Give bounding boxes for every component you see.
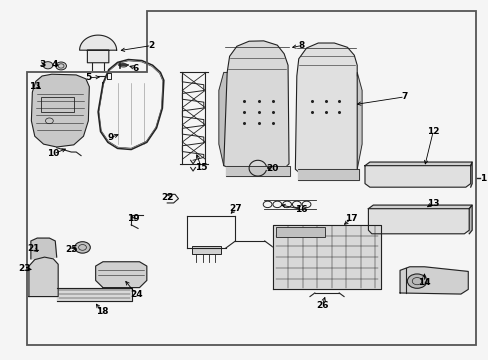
Polygon shape	[367, 205, 471, 209]
Text: 26: 26	[315, 301, 328, 310]
Text: 12: 12	[426, 127, 439, 136]
Polygon shape	[295, 43, 356, 180]
Text: 7: 7	[401, 92, 407, 101]
Text: 24: 24	[129, 289, 142, 298]
Polygon shape	[470, 162, 471, 187]
Text: 22: 22	[161, 193, 173, 202]
Text: 25: 25	[65, 246, 78, 255]
Polygon shape	[399, 267, 468, 294]
Polygon shape	[468, 205, 471, 234]
Text: 6: 6	[133, 64, 139, 73]
Polygon shape	[364, 166, 470, 187]
Ellipse shape	[119, 63, 127, 67]
Text: 11: 11	[29, 82, 42, 91]
Circle shape	[56, 62, 66, 70]
Polygon shape	[367, 209, 468, 234]
FancyBboxPatch shape	[191, 246, 221, 253]
Polygon shape	[273, 225, 380, 289]
Text: 19: 19	[126, 214, 139, 223]
Polygon shape	[31, 74, 89, 147]
Text: 1: 1	[479, 174, 486, 183]
Text: 27: 27	[229, 204, 241, 213]
Text: 14: 14	[417, 278, 430, 287]
Text: 16: 16	[295, 205, 307, 214]
Polygon shape	[356, 72, 361, 169]
Polygon shape	[297, 169, 358, 180]
Polygon shape	[224, 41, 288, 176]
Text: 5: 5	[85, 73, 91, 82]
Text: 23: 23	[18, 265, 30, 274]
Polygon shape	[29, 257, 58, 297]
Circle shape	[407, 274, 426, 288]
Polygon shape	[80, 35, 116, 63]
Polygon shape	[96, 262, 146, 288]
Polygon shape	[225, 166, 290, 176]
Text: 21: 21	[27, 244, 40, 253]
Circle shape	[43, 62, 53, 69]
Text: 15: 15	[195, 163, 207, 172]
Polygon shape	[364, 162, 471, 166]
Polygon shape	[57, 288, 132, 301]
Text: 2: 2	[148, 41, 155, 50]
Text: 3: 3	[39, 60, 45, 69]
Polygon shape	[31, 238, 57, 259]
Text: 17: 17	[345, 214, 357, 223]
Text: 13: 13	[426, 199, 439, 208]
Text: 9: 9	[107, 133, 113, 142]
Polygon shape	[219, 72, 227, 166]
Text: 18: 18	[96, 307, 108, 316]
Text: 10: 10	[47, 149, 60, 158]
FancyBboxPatch shape	[276, 227, 325, 237]
Text: 8: 8	[298, 41, 304, 50]
Circle shape	[75, 242, 90, 253]
Text: 4: 4	[52, 60, 58, 69]
Text: 20: 20	[266, 164, 278, 173]
